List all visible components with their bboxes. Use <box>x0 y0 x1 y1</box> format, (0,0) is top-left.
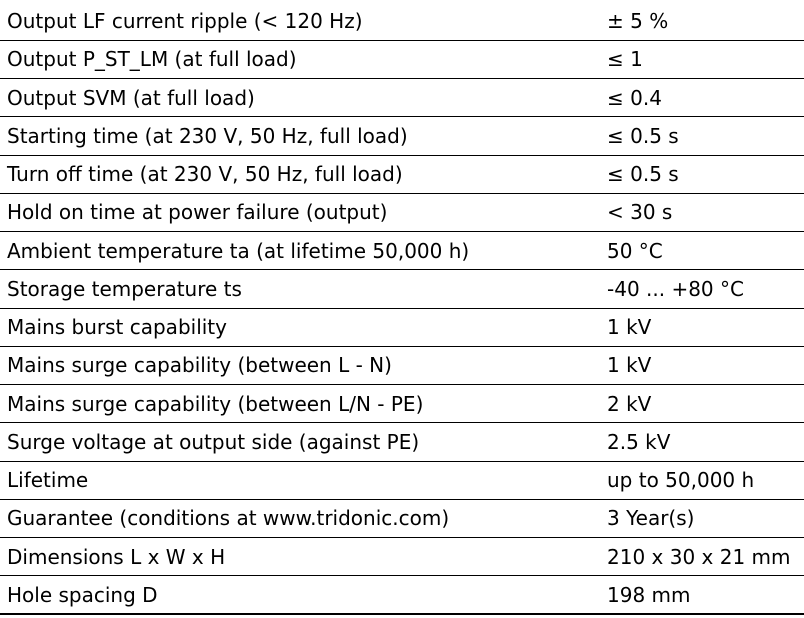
table-row: Mains surge capability (between L/N - PE… <box>0 384 804 424</box>
table-row: Output LF current ripple (< 120 Hz) ± 5 … <box>0 2 804 41</box>
table-row: Output SVM (at full load) ≤ 0.4 <box>0 78 804 118</box>
parameter-cell: Output LF current ripple (< 120 Hz) <box>0 2 607 41</box>
parameter-cell: Mains burst capability <box>0 308 607 347</box>
value-cell: 2 kV <box>607 384 804 424</box>
parameter-cell: Mains surge capability (between L/N - PE… <box>0 384 607 424</box>
value-cell: ≤ 0.5 s <box>607 155 804 194</box>
parameter-cell: Dimensions L x W x H <box>0 537 607 577</box>
table-row: Starting time (at 230 V, 50 Hz, full loa… <box>0 116 804 156</box>
parameter-cell: Output SVM (at full load) <box>0 78 607 118</box>
value-cell: ≤ 1 <box>607 40 804 80</box>
value-cell: ≤ 0.4 <box>607 78 804 118</box>
value-cell: ± 5 % <box>607 2 804 41</box>
parameter-cell: Output P_ST_LM (at full load) <box>0 40 607 80</box>
table-row: Guarantee (conditions at www.tridonic.co… <box>0 499 804 539</box>
table-row: Surge voltage at output side (against PE… <box>0 422 804 462</box>
parameter-cell: Surge voltage at output side (against PE… <box>0 422 607 462</box>
parameter-cell: Hole spacing D <box>0 575 607 616</box>
value-cell: 2.5 kV <box>607 422 804 462</box>
table-row: Storage temperature ts -40 ... +80 °C <box>0 269 804 309</box>
table-row: Output P_ST_LM (at full load) ≤ 1 <box>0 40 804 80</box>
table-row: Mains burst capability 1 kV <box>0 308 804 347</box>
value-cell: 3 Year(s) <box>607 499 804 539</box>
parameter-cell: Lifetime <box>0 461 607 500</box>
value-cell: ≤ 0.5 s <box>607 116 804 156</box>
value-cell: < 30 s <box>607 193 804 233</box>
parameter-cell: Ambient temperature ta (at lifetime 50,0… <box>0 231 607 271</box>
parameter-cell: Guarantee (conditions at www.tridonic.co… <box>0 499 607 539</box>
table-row: Mains surge capability (between L - N) 1… <box>0 346 804 386</box>
table-row: Dimensions L x W x H 210 x 30 x 21 mm <box>0 537 804 577</box>
parameter-cell: Starting time (at 230 V, 50 Hz, full loa… <box>0 116 607 156</box>
table-row: Turn off time (at 230 V, 50 Hz, full loa… <box>0 155 804 194</box>
value-cell: 1 kV <box>607 308 804 347</box>
value-cell: 50 °C <box>607 231 804 271</box>
table-row: Hold on time at power failure (output) <… <box>0 193 804 233</box>
value-cell: up to 50,000 h <box>607 461 804 500</box>
parameter-cell: Mains surge capability (between L - N) <box>0 346 607 386</box>
value-cell: 1 kV <box>607 346 804 386</box>
parameter-cell: Turn off time (at 230 V, 50 Hz, full loa… <box>0 155 607 194</box>
value-cell: -40 ... +80 °C <box>607 269 804 309</box>
table-row: Hole spacing D 198 mm <box>0 575 804 616</box>
table-row: Lifetime up to 50,000 h <box>0 461 804 500</box>
value-cell: 210 x 30 x 21 mm <box>607 537 804 577</box>
parameter-cell: Hold on time at power failure (output) <box>0 193 607 233</box>
value-cell: 198 mm <box>607 575 804 616</box>
parameter-cell: Storage temperature ts <box>0 269 607 309</box>
table-row: Ambient temperature ta (at lifetime 50,0… <box>0 231 804 271</box>
